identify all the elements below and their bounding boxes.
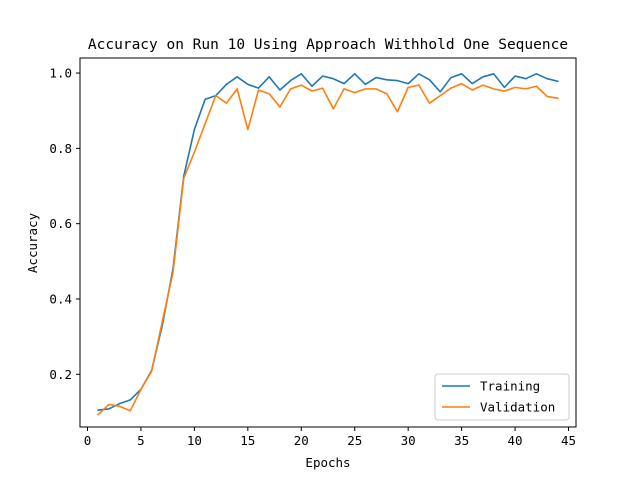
y-axis-label: Accuracy: [25, 212, 40, 273]
series-lines: [97, 73, 559, 416]
x-tick-label: 10: [187, 433, 202, 448]
chart-title: Accuracy on Run 10 Using Approach Withho…: [88, 37, 568, 53]
x-tick-label: 25: [347, 433, 362, 448]
legend: Training Validation: [434, 373, 570, 421]
y-tick-label: 0.8: [49, 141, 72, 156]
legend-label-training: Training: [480, 379, 540, 394]
y-tick-label: 0.6: [49, 216, 72, 231]
y-tick-label: 0.4: [49, 291, 72, 306]
axes-frame: [79, 57, 577, 428]
x-tick-label: 35: [454, 433, 469, 448]
x-axis-label: Epochs: [305, 455, 350, 470]
x-tick-label: 5: [137, 433, 145, 448]
legend-label-validation: Validation: [480, 400, 555, 415]
x-tick-label: 20: [294, 433, 309, 448]
y-tick-label: 0.2: [49, 367, 72, 382]
x-tick-label: 30: [401, 433, 416, 448]
y-axis-ticks: 0.2 0.4 0.6 0.8 1.0: [49, 66, 80, 382]
x-axis-ticks: 0 5 10 15 20 25 30 35 40 45: [84, 427, 576, 448]
x-tick-label: 15: [240, 433, 255, 448]
x-tick-label: 45: [561, 433, 576, 448]
x-tick-label: 40: [508, 433, 523, 448]
y-tick-label: 1.0: [49, 66, 72, 81]
series-line-validation: [97, 82, 559, 416]
x-tick-label: 0: [84, 433, 92, 448]
